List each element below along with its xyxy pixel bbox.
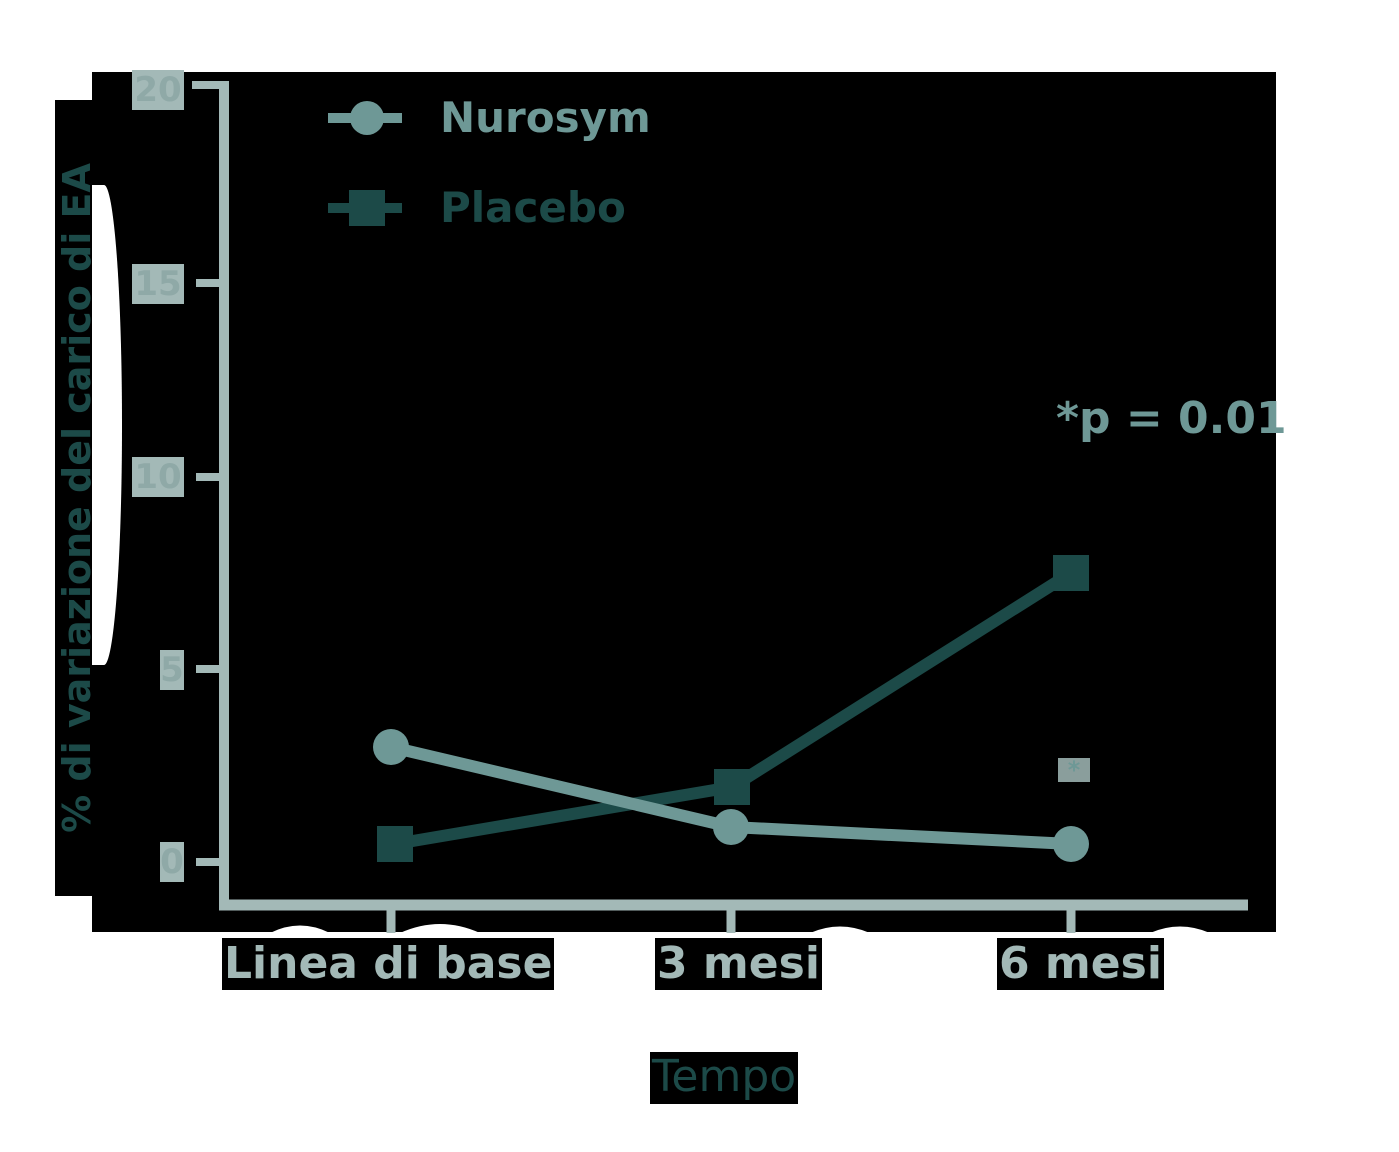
plot-background-panel: [92, 72, 1276, 932]
placebo-marker-6m: [1053, 555, 1089, 591]
legend-label-placebo: Placebo: [440, 183, 626, 232]
x-tick-label-3m: 3 mesi: [655, 938, 822, 990]
y-tick-label-5: 5: [160, 650, 184, 690]
legend-placebo-square-icon: [349, 190, 385, 226]
nurosym-marker-6m: [1053, 826, 1089, 862]
y-tick-label-10: 10: [132, 457, 184, 497]
p-value-annotation: *p = 0.01: [1056, 393, 1287, 444]
nurosym-marker-baseline: [373, 729, 409, 765]
decorative-white-shape: [92, 185, 122, 665]
placebo-marker-3m: [714, 769, 750, 805]
y-tick-label-15: 15: [132, 264, 184, 304]
legend-nurosym-circle-icon: [350, 101, 384, 135]
x-axis-title: Tempo: [650, 1051, 799, 1104]
placebo-marker-baseline: [377, 826, 413, 862]
significance-asterisk: *: [1058, 758, 1090, 782]
x-tick-label-baseline: Linea di base: [222, 938, 555, 990]
x-tick-label-6m: 6 mesi: [997, 938, 1164, 990]
y-axis-label-background: [55, 100, 99, 896]
legend-label-nurosym: Nurosym: [440, 93, 651, 142]
nurosym-marker-3m: [713, 809, 749, 845]
y-tick-label-0: 0: [160, 842, 184, 882]
y-tick-label-20: 20: [132, 70, 184, 110]
